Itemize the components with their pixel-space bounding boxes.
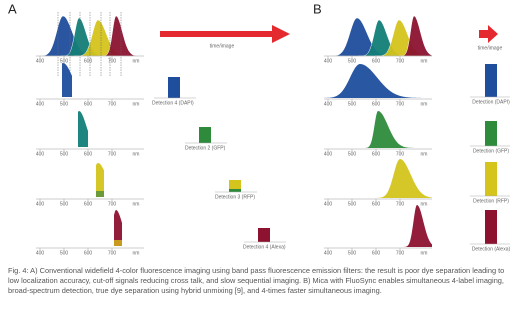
overlap <box>229 189 241 192</box>
axis-tick-label: 700 <box>108 101 117 107</box>
axis-tick-label: 600 <box>84 58 93 64</box>
axis-tick-label: 500 <box>348 58 357 64</box>
panel-label: B <box>313 1 322 16</box>
overlap <box>114 240 122 246</box>
axis-tick-label: 700 <box>396 201 405 207</box>
axis-tick-label: 700 <box>108 201 117 207</box>
axis-tick-label: 400 <box>36 151 45 157</box>
overlap <box>96 191 104 197</box>
arrow <box>479 25 498 43</box>
detection-box <box>485 121 497 146</box>
axis-tick-label: 600 <box>372 151 381 157</box>
spectrum <box>114 210 122 246</box>
detection-box <box>485 64 497 97</box>
arrow-label: time/image <box>478 45 503 51</box>
detection-label: Detection 3 (RFP) <box>215 194 255 200</box>
spectrum <box>373 159 432 198</box>
spectrum <box>318 64 432 98</box>
axis-unit: nm <box>421 201 428 207</box>
detection-label: Detection (DAPI) <box>472 99 510 105</box>
detection-label: Detection 2 (GFP) <box>185 145 226 151</box>
detection-label: Detection 4 (Alexa) <box>243 244 286 250</box>
axis-tick-label: 400 <box>36 58 45 64</box>
detection-label: Detection (GFP) <box>473 148 509 154</box>
arrow <box>160 25 290 43</box>
axis-unit: nm <box>421 250 428 256</box>
detection-box <box>485 210 497 244</box>
axis-unit: nm <box>133 151 140 157</box>
axis-tick-label: 400 <box>36 101 45 107</box>
axis-tick-label: 700 <box>108 250 117 256</box>
axis-tick-label: 500 <box>348 151 357 157</box>
axis-unit: nm <box>133 58 140 64</box>
axis-tick-label: 600 <box>84 151 93 157</box>
axis-tick-label: 500 <box>348 201 357 207</box>
detection-label: Detection (Alexa) <box>472 246 511 252</box>
arrow-label: time/image <box>210 43 235 49</box>
axis-tick-label: 500 <box>60 250 69 256</box>
axis-tick-label: 400 <box>324 250 333 256</box>
axis-unit: nm <box>133 101 140 107</box>
axis-tick-label: 700 <box>108 151 117 157</box>
axis-tick-label: 600 <box>372 250 381 256</box>
axis-tick-label: 700 <box>396 250 405 256</box>
axis-tick-label: 400 <box>36 201 45 207</box>
axis-tick-label: 400 <box>324 58 333 64</box>
axis-tick-label: 600 <box>84 250 93 256</box>
detection-box <box>485 162 497 196</box>
axis-tick-label: 500 <box>60 58 69 64</box>
figure: A B time/image time/image 400 500 600 700 nm… <box>8 1 511 256</box>
axis-unit: nm <box>421 151 428 157</box>
detection-label: Detection 4 (DAPI) <box>152 100 194 106</box>
axis-tick-label: 400 <box>324 151 333 157</box>
axis-tick-label: 600 <box>372 101 381 107</box>
axis-tick-label: 600 <box>372 58 381 64</box>
axis-tick-label: 500 <box>60 151 69 157</box>
spectrum <box>363 111 420 148</box>
axis-tick-label: 400 <box>324 101 333 107</box>
panel-label: A <box>8 1 17 16</box>
axis-tick-label: 400 <box>324 201 333 207</box>
axis-tick-label: 700 <box>396 101 405 107</box>
axis-tick-label: 700 <box>396 58 405 64</box>
axis-tick-label: 500 <box>348 101 357 107</box>
detection-box <box>258 228 270 242</box>
axis-tick-label: 600 <box>84 201 93 207</box>
axis-tick-label: 500 <box>60 201 69 207</box>
axis-tick-label: 700 <box>108 58 117 64</box>
axis-unit: nm <box>421 101 428 107</box>
spectrum <box>96 163 104 197</box>
axis-tick-label: 500 <box>348 250 357 256</box>
axis-tick-label: 400 <box>36 250 45 256</box>
axis-tick-label: 600 <box>84 101 93 107</box>
axis-unit: nm <box>133 201 140 207</box>
caption: Fig. 4: A) Conventional widefield 4-colo… <box>8 266 505 295</box>
detection-label: Detection (RFP) <box>473 198 509 204</box>
axis-tick-label: 600 <box>372 201 381 207</box>
detection-box <box>168 77 180 98</box>
axis-tick-label: 700 <box>396 151 405 157</box>
axis-unit: nm <box>133 250 140 256</box>
spectrum <box>78 111 88 147</box>
axis-tick-label: 500 <box>60 101 69 107</box>
spectrum <box>399 15 433 57</box>
axis-unit: nm <box>421 58 428 64</box>
spectrum <box>62 63 72 97</box>
spectrum <box>402 205 432 247</box>
detection-box <box>199 127 211 143</box>
